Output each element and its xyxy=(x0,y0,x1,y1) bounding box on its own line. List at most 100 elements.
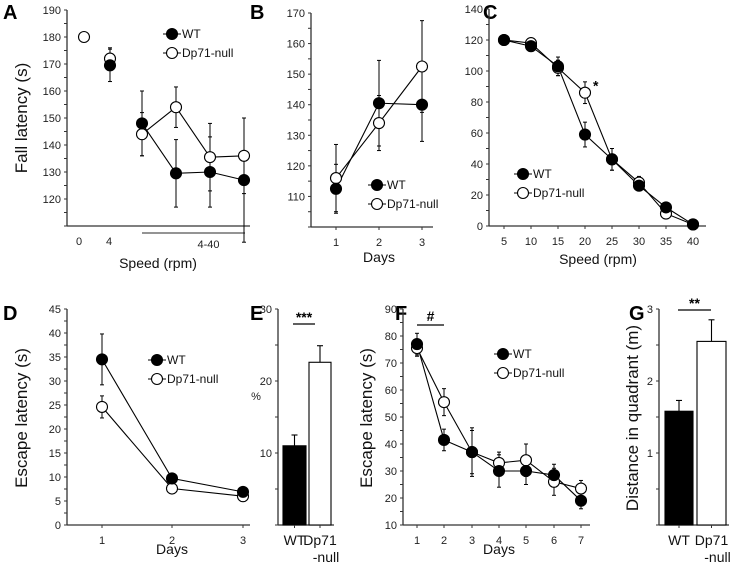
x-tick-label: WT xyxy=(284,532,306,548)
y-tick-label: 180 xyxy=(43,32,61,44)
legend-marker-dp71-null xyxy=(370,197,384,211)
y-tick-label: 170 xyxy=(43,59,61,71)
y-tick-label: 140 xyxy=(287,100,305,112)
y-tick-label: 0 xyxy=(477,221,483,233)
x-tick-label: 5 xyxy=(501,236,507,248)
y-tick-label: 10 xyxy=(49,472,61,484)
bar-wt xyxy=(664,410,694,526)
data-point-dp71-null xyxy=(169,101,183,114)
y-tick-label: 90 xyxy=(385,304,397,316)
x-tick-label: 0 xyxy=(76,236,82,248)
y-tick-label: 20 xyxy=(385,493,397,505)
y-tick-label: 3 xyxy=(647,304,653,316)
x-tick-label: 40 xyxy=(687,236,699,248)
y-tick-label: 50 xyxy=(385,412,397,424)
y-axis-label: Fall latency (s) xyxy=(12,63,31,174)
y-axis-label: Escape latency (s) xyxy=(12,348,31,488)
data-point-dp71-null xyxy=(437,396,451,409)
x-tick-label: 4 xyxy=(106,236,112,248)
y-tick-label: 20 xyxy=(260,376,272,388)
legend-marker-dp71-null xyxy=(150,372,164,386)
y-tick-label: 110 xyxy=(287,191,305,203)
data-point-wt xyxy=(574,494,588,507)
x-tick-label: 4 xyxy=(496,535,502,547)
legend-marker-wt xyxy=(496,347,510,361)
x-tick-label: 20 xyxy=(579,236,591,248)
y-tick-label: 130 xyxy=(43,167,61,179)
data-point-dp71-null xyxy=(135,128,149,141)
y-tick-label: 20 xyxy=(49,424,61,436)
x-tick-label: -null xyxy=(313,549,339,565)
y-tick-label: 20 xyxy=(471,190,483,202)
panel-a: A 120 130 140 150 160 170 180 190 Fall latency (s… xyxy=(3,2,251,271)
y-tick-label: 150 xyxy=(43,113,61,125)
y-tick-label: 15 xyxy=(49,448,61,460)
y-tick-label: 80 xyxy=(385,331,397,343)
significance-marker: ** xyxy=(689,295,700,311)
legend-marker-wt xyxy=(165,27,179,41)
data-point-wt xyxy=(103,59,117,72)
data-point-dp71-null xyxy=(578,86,592,99)
data-point-wt xyxy=(135,117,149,130)
data-point-wt xyxy=(547,468,561,482)
y-tick-label: 10 xyxy=(385,520,397,532)
y-tick-label: 150 xyxy=(287,69,305,81)
data-point-dp71-null xyxy=(165,482,179,495)
y-tick-label: 10 xyxy=(260,448,272,460)
significance-marker: *** xyxy=(296,309,313,325)
x-tick-label: 7 xyxy=(578,535,584,547)
data-point-wt xyxy=(169,167,183,180)
x-axis-label: Days xyxy=(156,541,188,557)
x-tick-label: Dp71 xyxy=(695,532,729,548)
data-point-wt xyxy=(605,153,619,166)
y-tick-label: 0 xyxy=(55,520,61,532)
panel-letter: A xyxy=(3,2,17,24)
data-point-wt xyxy=(524,40,538,53)
x-tick-label: 5 xyxy=(523,535,529,547)
data-point-wt xyxy=(237,174,251,187)
legend-marker-wt xyxy=(150,353,164,367)
legend-label-dp71-null: Dp71-null xyxy=(513,366,564,380)
legend-label-dp71-null: Dp71-null xyxy=(387,197,438,211)
data-point-wt xyxy=(437,433,451,447)
y-tick-label: 160 xyxy=(43,86,61,98)
legend-label-wt: WT xyxy=(513,347,532,361)
bar-dp71-null xyxy=(308,361,332,526)
data-point-dp71-null xyxy=(329,172,343,185)
data-point-dp71-null xyxy=(95,400,109,413)
y-tick-label: 120 xyxy=(465,35,483,47)
y-tick-label: 40 xyxy=(385,439,397,451)
data-point-wt xyxy=(492,464,506,478)
y-tick-label: 35 xyxy=(49,352,61,364)
data-point-wt xyxy=(236,485,250,498)
panel-d: D 0 5 10 15 20 25 30 35 40 45 Escape latency (s) 1 2 3… xyxy=(3,303,250,557)
data-point-wt xyxy=(165,472,179,485)
data-point-dp71-null xyxy=(77,30,91,44)
x-tick-label: 1 xyxy=(414,535,420,547)
legend-label-wt: WT xyxy=(167,353,186,367)
x-tick-label: 30 xyxy=(633,236,645,248)
data-point-wt xyxy=(329,182,343,195)
x-tick-label: 6 xyxy=(551,535,557,547)
x-tick-label: 10 xyxy=(525,236,537,248)
bar-dp71-null xyxy=(696,340,727,526)
data-point-dp71-null xyxy=(415,60,429,73)
data-point-wt xyxy=(410,338,424,351)
y-tick-label: 25 xyxy=(49,400,61,412)
y-tick-label: 170 xyxy=(287,8,305,20)
y-tick-label: 160 xyxy=(287,39,305,51)
x-tick-label: 25 xyxy=(606,236,618,248)
panel-letter: C xyxy=(483,2,497,24)
data-point-wt xyxy=(497,33,511,47)
y-axis-label: Distance in quadrant (m) xyxy=(623,325,642,511)
y-tick-label: 140 xyxy=(43,140,61,152)
y-tick-label: 120 xyxy=(43,194,61,206)
panel-f: F 10 20 30 40 50 60 70 80 90 Escape latency (s) 1 2 3… xyxy=(357,303,590,557)
bar-wt xyxy=(282,445,307,526)
data-point-wt xyxy=(632,179,646,192)
x-tick-label: 2 xyxy=(169,535,175,547)
panel-letter: F xyxy=(395,303,407,325)
data-point-wt xyxy=(686,218,700,231)
